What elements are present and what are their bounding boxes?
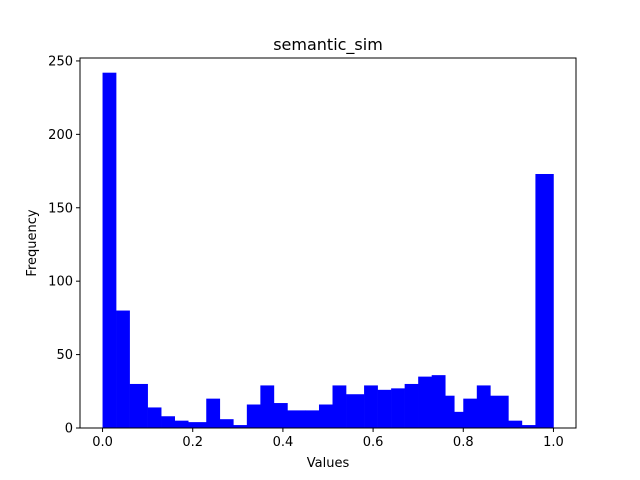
histogram-bar: [535, 173, 554, 428]
x-tick-label: 0.4: [273, 435, 294, 450]
histogram-bar: [476, 385, 491, 428]
histogram-bar: [463, 398, 478, 428]
histogram-bar: [364, 385, 378, 428]
y-tick-label: 100: [48, 275, 73, 290]
histogram-bar: [454, 411, 464, 428]
histogram-bars: [102, 72, 554, 428]
histogram-bar: [102, 72, 117, 428]
x-tick-label: 0.6: [363, 435, 384, 450]
histogram-bar: [377, 389, 392, 428]
histogram-bar: [332, 385, 347, 428]
histogram-bar: [260, 385, 275, 428]
x-tick-label: 0.2: [182, 435, 203, 450]
y-tick-label: 150: [48, 201, 73, 216]
histogram-bar: [129, 383, 148, 428]
histogram-bar: [246, 404, 261, 428]
histogram-bar: [287, 410, 306, 428]
x-tick-label: 1.0: [543, 435, 564, 450]
histogram-bar: [318, 404, 333, 428]
chart-title: semantic_sim: [273, 35, 383, 55]
histogram-bar: [431, 375, 446, 428]
histogram-bar: [391, 388, 405, 428]
histogram-bar: [273, 403, 288, 428]
histogram-bar: [161, 416, 175, 428]
histogram-bar: [521, 425, 536, 428]
histogram-bar: [305, 410, 320, 428]
y-axis-label: Frequency: [25, 209, 40, 276]
histogram-bar: [116, 310, 130, 428]
y-axis-ticks: 0 50 100 150 200 250: [48, 54, 80, 437]
plot-area-frame: [79, 57, 577, 429]
histogram-bar: [490, 395, 509, 428]
histogram-bar: [346, 394, 365, 428]
histogram-bar: [418, 376, 433, 428]
histogram-bar: [404, 383, 419, 428]
histogram-bar: [233, 425, 248, 428]
y-tick-label: 250: [48, 54, 73, 69]
x-axis-label: Values: [307, 456, 350, 471]
y-tick-label: 200: [48, 128, 73, 143]
x-axis-ticks: 0.0 0.2 0.4 0.6 0.8 1.0: [92, 428, 564, 450]
histogram-bar: [445, 395, 455, 428]
y-tick-label: 0: [65, 422, 73, 437]
histogram-bar: [508, 420, 523, 428]
x-tick-label: 0.8: [453, 435, 474, 450]
histogram-bar: [147, 407, 162, 428]
histogram-bar: [174, 420, 189, 428]
y-tick-label: 50: [56, 348, 73, 363]
histogram-bar: [188, 422, 207, 428]
histogram-bar: [219, 419, 234, 428]
x-tick-label: 0.0: [92, 435, 113, 450]
histogram-bar: [206, 398, 221, 428]
